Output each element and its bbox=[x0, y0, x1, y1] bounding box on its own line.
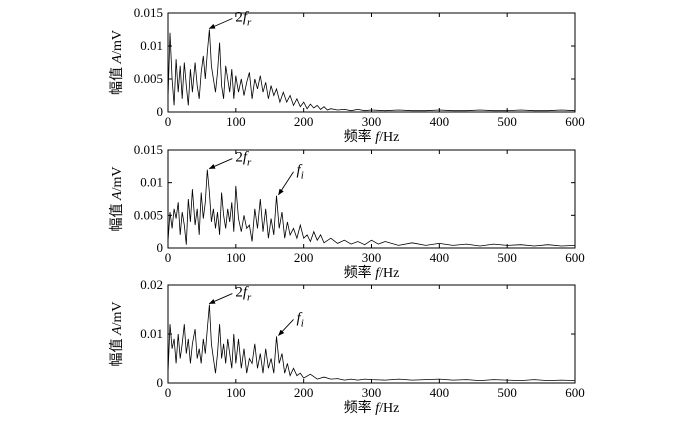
x-tick-label: 500 bbox=[497, 114, 517, 129]
y-tick-label: 0.005 bbox=[134, 207, 163, 222]
x-axis-label: 频率 f/Hz bbox=[344, 128, 400, 145]
x-tick-label: 100 bbox=[226, 114, 246, 129]
x-tick-label: 500 bbox=[497, 250, 517, 265]
y-tick-label: 0.015 bbox=[134, 5, 163, 20]
x-tick-label: 300 bbox=[362, 250, 382, 265]
y-tick-label: 0.01 bbox=[140, 175, 163, 190]
spectrum-panel-1: 0 100 200 300 400 500 600 0 0.005 0.01 0.015 频率 f/H… bbox=[109, 5, 585, 145]
x-tick-label: 600 bbox=[565, 114, 585, 129]
x-tick-label: 200 bbox=[294, 385, 314, 400]
x-tick-label: 200 bbox=[294, 114, 314, 129]
x-tick-label: 400 bbox=[430, 114, 450, 129]
x-tick-label: 600 bbox=[565, 250, 585, 265]
y-axis-label: 幅值 A/mV bbox=[109, 30, 125, 95]
x-tick-label: 100 bbox=[226, 250, 246, 265]
y-tick-label: 0 bbox=[157, 375, 164, 390]
peak-annotation: 2fr bbox=[235, 285, 252, 304]
annotation-arrow bbox=[208, 293, 233, 305]
y-tick-label: 0.01 bbox=[140, 38, 163, 53]
annotation-arrow bbox=[208, 158, 233, 170]
y-axis-label: 幅值 A/mV bbox=[109, 302, 125, 367]
annotation-arrow bbox=[278, 319, 294, 336]
spectrum-panel-3: 0 100 200 300 400 500 600 0 0.01 0.02 频率 f/Hz 幅值 A/… bbox=[109, 277, 585, 416]
x-axis-label: 频率 f/Hz bbox=[344, 399, 400, 416]
x-axis-label: 频率 f/Hz bbox=[344, 264, 400, 281]
x-tick-label: 300 bbox=[362, 385, 382, 400]
spectrum-line bbox=[167, 169, 576, 247]
peak-annotation: fi bbox=[297, 163, 304, 182]
x-tick-label: 400 bbox=[430, 250, 450, 265]
x-tick-label: 500 bbox=[497, 385, 517, 400]
y-tick-label: 0.015 bbox=[134, 142, 163, 157]
x-tick-label: 300 bbox=[362, 114, 382, 129]
x-tick-label: 0 bbox=[165, 385, 172, 400]
y-tick-label: 0.01 bbox=[140, 326, 163, 341]
x-tick-label: 100 bbox=[226, 385, 246, 400]
peak-annotation: fi bbox=[297, 310, 304, 329]
spectrum-panel-2: 0 100 200 300 400 500 600 0 0.005 0.01 0.015 频率 f/H… bbox=[109, 142, 585, 281]
y-tick-label: 0 bbox=[157, 104, 164, 119]
x-tick-label: 0 bbox=[165, 250, 172, 265]
spectrum-line bbox=[167, 304, 576, 382]
x-tick-label: 200 bbox=[294, 250, 314, 265]
peak-annotation: 2fr bbox=[235, 10, 252, 29]
y-tick-label: 0 bbox=[157, 240, 164, 255]
plot-frame bbox=[167, 284, 576, 384]
peak-annotation: 2fr bbox=[235, 150, 252, 169]
y-tick-label: 0.005 bbox=[134, 71, 163, 86]
x-tick-label: 400 bbox=[430, 385, 450, 400]
spectrum-line bbox=[167, 29, 576, 112]
y-axis-label: 幅值 A/mV bbox=[109, 167, 125, 232]
annotation-arrow bbox=[278, 171, 294, 196]
annotation-arrow bbox=[208, 18, 233, 29]
plot-frame bbox=[167, 12, 576, 113]
plot-frame bbox=[167, 149, 576, 249]
x-tick-label: 600 bbox=[565, 385, 585, 400]
x-tick-label: 0 bbox=[165, 114, 172, 129]
y-tick-label: 0.02 bbox=[140, 277, 163, 292]
